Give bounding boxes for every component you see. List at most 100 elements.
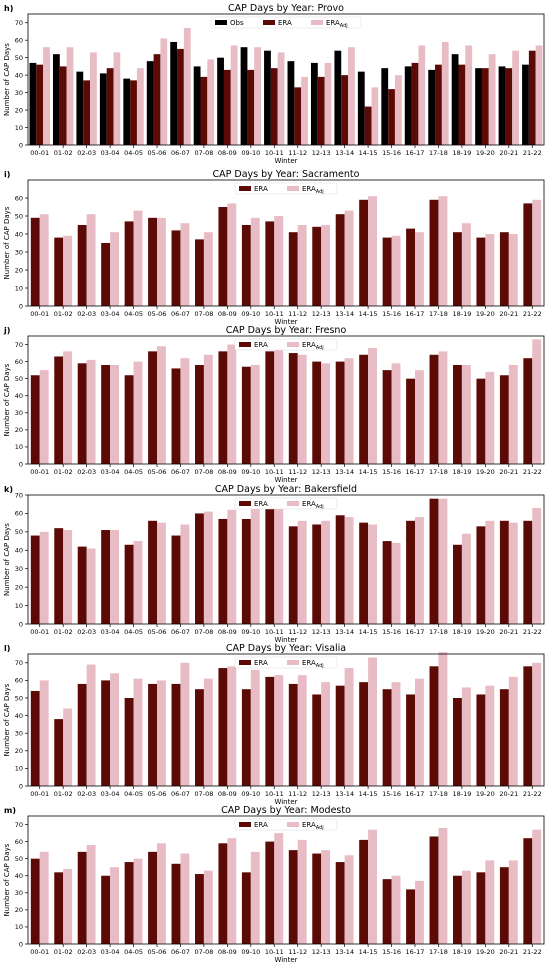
y-axis-label: Number of CAP Days [3,683,11,756]
y-tick-label: 40 [15,392,23,400]
y-tick-label: 70 [15,491,23,499]
x-axis-label: Winter [274,157,297,165]
bar [54,719,64,786]
bar [43,47,50,145]
bar [110,232,119,306]
y-tick-label: 30 [15,889,23,897]
bar [485,685,495,786]
panel-label: m) [4,806,16,815]
y-tick-label: 50 [15,375,23,383]
legend-swatch [263,20,275,25]
panel-label: h) [4,4,13,13]
x-tick-label: 17-18 [429,790,448,798]
x-tick-label: 00-01 [30,149,49,157]
x-tick-label: 03-04 [101,149,120,157]
bar [485,860,495,944]
bar [357,71,365,145]
x-tick-label: 14-15 [359,468,378,476]
x-tick-label: 20-21 [499,628,518,636]
x-tick-label: 01-02 [54,948,73,956]
bar [359,522,369,624]
x-tick-label: 08-09 [218,790,237,798]
bar [171,683,181,786]
bar [359,199,369,306]
legend: ERA ERAAdj [234,656,338,669]
x-tick-label: 11-12 [288,790,307,798]
bar [241,689,251,786]
bar [171,368,181,464]
bar [523,838,533,944]
bar [227,344,237,464]
bar [101,875,111,944]
bar [388,89,395,145]
bar [532,507,542,624]
bar [101,680,111,786]
bar [113,52,121,145]
y-tick-label: 40 [15,547,23,555]
bar [148,683,157,786]
bar [438,351,448,464]
bar [344,517,354,624]
legend-label: ERAAdj [302,185,324,195]
bar [528,50,536,145]
bar [83,80,91,145]
bar [508,522,518,624]
y-axis-label: Number of CAP Days [3,206,11,279]
y-tick-label: 20 [15,747,23,755]
bar [77,225,87,306]
y-tick-label: 60 [15,37,23,45]
chart-panel: i) CAP Days by Year: Sacramento 0 10 20 30 40 5… [3,169,545,326]
bar [312,226,322,306]
x-tick-label: 00-01 [30,310,49,318]
bar [288,683,298,786]
legend-label: ERAAdj [326,19,348,29]
bar [382,370,392,464]
bar [441,41,449,146]
x-tick-label: 14-15 [359,310,378,318]
bar [180,524,190,624]
x-tick-label: 00-01 [30,790,49,798]
bar [451,54,459,145]
x-tick-label: 17-18 [429,149,448,157]
y-axis-label: Number of CAP Days [3,523,11,596]
bar [404,66,412,145]
x-tick-label: 12-13 [312,149,331,157]
bar [368,347,377,464]
bar [488,54,496,145]
legend-label: ERAAdj [302,500,324,510]
y-tick-label: 30 [15,248,23,256]
x-tick-label: 12-13 [312,628,331,636]
y-tick-label: 60 [15,677,23,685]
bar [195,689,204,786]
bar [63,235,73,306]
x-tick-label: 10-11 [265,948,284,956]
bar [218,207,228,306]
bar [288,850,298,944]
bar [148,351,157,464]
bar [171,230,181,306]
legend-swatch [215,20,227,25]
x-tick-label: 11-12 [288,948,307,956]
bar [312,361,322,464]
plot-frame [27,653,545,787]
bar [77,363,87,464]
bar [321,363,331,464]
bar [36,64,44,145]
bar [218,351,228,464]
bar [335,685,345,786]
bar [195,239,204,306]
bar [535,45,543,145]
x-tick-label: 03-04 [101,468,120,476]
y-tick-label: 10 [15,284,23,292]
bar [180,223,190,306]
legend-swatch [287,501,299,506]
legend-swatch [287,822,299,827]
bar [171,863,181,944]
bar [438,827,448,944]
chart-title: CAP Days by Year: Visalia [226,643,346,654]
bar [274,344,284,464]
bar [277,52,285,145]
x-tick-label: 04-05 [124,149,143,157]
bar [230,45,238,145]
x-tick-label: 08-09 [218,948,237,956]
